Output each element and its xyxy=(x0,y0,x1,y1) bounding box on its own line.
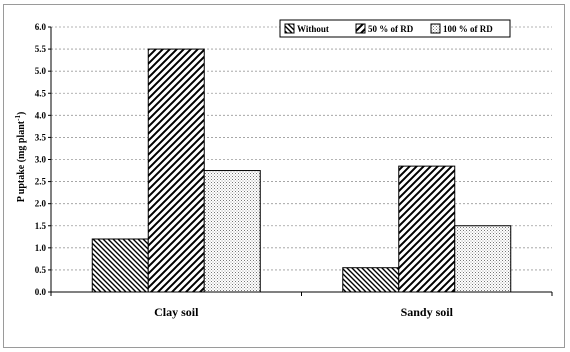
chart-frame: 0.0 0.5 1.0 1.5 2.0 2.5 3.0 3.5 4.0 4.5 5.0 5.5 6.0 … xyxy=(3,4,565,348)
y-tick-label: 3.0 xyxy=(35,155,47,165)
y-tick-label: 0.0 xyxy=(35,287,47,297)
y-tick-label: 2.5 xyxy=(35,177,47,187)
legend-entry: 50 % of RD xyxy=(368,24,414,34)
category-labels: Clay soil Sandy soil xyxy=(154,305,454,319)
bar-1-1 xyxy=(91,238,149,293)
legend-entry: Without xyxy=(297,24,329,34)
bar-2-1 xyxy=(147,48,205,293)
y-tick-labels: 0.0 0.5 1.0 1.5 2.0 2.5 3.0 3.5 4.0 4.5 5.0 5.5 6.0 xyxy=(35,22,47,297)
bar-chart: 0.00.51.01.52.02.53.03.54.04.55.05.56.0 … xyxy=(14,19,553,319)
legend-swatch xyxy=(284,23,295,34)
category-label: Sandy soil xyxy=(401,305,454,319)
category-label: Clay soil xyxy=(154,305,199,319)
legend-swatch xyxy=(355,23,366,34)
y-tick-label: 4.0 xyxy=(35,110,47,120)
legend-entry: 100 % of RD xyxy=(443,24,493,34)
legend: Without 50 % of RD 100 % of RD xyxy=(279,19,511,38)
y-tick-label: 6.0 xyxy=(35,22,47,32)
x-axis-ticks xyxy=(50,292,553,296)
legend-box xyxy=(279,19,511,38)
y-tick-label: 5.0 xyxy=(35,66,47,76)
bar-1-2 xyxy=(342,267,400,293)
y-tick-label: 1.0 xyxy=(35,243,47,253)
bar-3-2 xyxy=(454,225,512,293)
y-tick-label: 5.5 xyxy=(35,44,47,54)
bar-3-1 xyxy=(203,170,261,293)
y-tick-label: 4.5 xyxy=(35,88,47,98)
bar-2-2 xyxy=(398,165,456,293)
legend-swatch xyxy=(430,23,441,34)
y-tick-label: 1.5 xyxy=(35,221,47,231)
y-tick-label: 0.5 xyxy=(35,265,47,275)
y-tick-label: 2.0 xyxy=(35,199,47,209)
y-axis-label: P uptake (mg plant-1) xyxy=(14,112,27,203)
y-tick-label: 3.5 xyxy=(35,132,47,142)
bars xyxy=(91,48,512,293)
